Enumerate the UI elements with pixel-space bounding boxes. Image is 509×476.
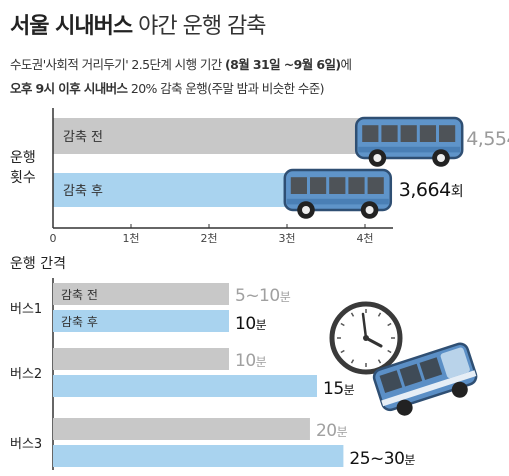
bus-window [367, 177, 384, 194]
bus-window [329, 177, 346, 194]
interval-bar-before [53, 348, 229, 370]
bus-window [290, 177, 307, 194]
legend-after: 감축 후 [61, 315, 98, 329]
group-label: 버스3 [10, 437, 42, 452]
value-label-1: 3,664회 [399, 179, 463, 201]
interval-bar-before [53, 418, 310, 440]
clock-tick [340, 349, 345, 354]
bus-hub [437, 154, 446, 162]
clock-tick [377, 312, 382, 317]
bus-stripe [286, 198, 389, 205]
x-tick-label: 1천 [122, 231, 139, 245]
clock-minute-hand [361, 312, 368, 340]
x-tick-label: 2천 [200, 231, 217, 245]
category-label-1: 감축 후 [63, 184, 103, 199]
x-tick-label: 4천 [356, 231, 373, 245]
interval-bar-after [53, 375, 317, 397]
interval-value-before: 5~10분 [235, 286, 291, 306]
clock-tick [377, 359, 382, 364]
bus-window [400, 125, 417, 142]
bus-window [381, 125, 398, 142]
subtitle-2b: 20% 감축 운행 [127, 81, 208, 96]
interval-bar-after [53, 310, 229, 332]
subtitle-2c: (주말 밤과 비슷한 수준) [207, 81, 324, 96]
y-axis-label: 횟수 [10, 170, 36, 186]
interval-value-after: 10분 [235, 314, 267, 334]
clock-center [363, 335, 369, 341]
bus3d-wheel-icon [451, 381, 468, 398]
x-tick-label: 3천 [278, 231, 295, 245]
bus-hub [301, 206, 310, 214]
interval-value-after: 15분 [323, 379, 355, 399]
bus-3d-icon [372, 342, 478, 416]
bus3d-window [419, 357, 443, 380]
page-title: 서울 시내버스 야간 운행 감축 [10, 8, 267, 40]
section-title: 운행 간격 [10, 256, 66, 272]
subtitle-line-1: 수도권'사회적 거리두기' 2.5단계 시행 기간 (8월 31일 ~9월 6일… [10, 54, 352, 73]
bus-icon [354, 116, 464, 167]
subtitle-2a: 오후 9시 이후 시내버스 [10, 81, 128, 96]
title-bold: 서울 시내버스 [10, 14, 133, 39]
subtitle-1b: (8월 31일 ~9월 6일) [225, 57, 341, 72]
x-tick-label: 0 [50, 232, 57, 245]
bus-stripe [358, 146, 461, 153]
interval-bar-before [53, 283, 229, 305]
clock-tick [340, 322, 345, 327]
clock-tick [387, 349, 392, 354]
legend-before: 감축 전 [61, 288, 98, 302]
interval-value-after: 25~30분 [349, 449, 415, 469]
title-light: 야간 운행 감축 [138, 14, 266, 39]
clock-tick [387, 322, 392, 327]
interval-value-before: 20분 [316, 421, 348, 441]
bus-hub [373, 154, 382, 162]
subtitle-line-2: 오후 9시 이후 시내버스 20% 감축 운행(주말 밤과 비슷한 수준) [10, 78, 325, 97]
clock-icon [329, 301, 403, 375]
value-label-0: 4,554회 [466, 128, 509, 150]
bus3d-stripe [381, 370, 477, 407]
bus-hub [365, 206, 374, 214]
bus3d-windshield [440, 347, 470, 379]
bus3d-window [399, 363, 423, 387]
clock-tick [350, 312, 355, 317]
bus-window [309, 177, 327, 194]
subtitle-1c: 에 [340, 57, 352, 72]
category-label-0: 감축 전 [63, 130, 103, 145]
bus3d-window [379, 370, 403, 393]
bus-window [419, 125, 437, 142]
bus-window [439, 125, 456, 142]
bar-0 [53, 118, 409, 154]
interval-bar-after [53, 445, 344, 467]
group-label: 버스1 [10, 302, 42, 317]
bus-window [362, 125, 379, 142]
bus-icon [283, 168, 393, 219]
y-axis-label: 운행 [10, 150, 36, 166]
bus-window [348, 177, 365, 194]
interval-value-before: 10분 [235, 351, 267, 371]
subtitle-1a: 수도권'사회적 거리두기' 2.5단계 시행 기간 [10, 57, 226, 72]
clock-tick [350, 359, 355, 364]
group-label: 버스2 [10, 367, 42, 382]
bus3d-wheel-icon [396, 399, 413, 416]
